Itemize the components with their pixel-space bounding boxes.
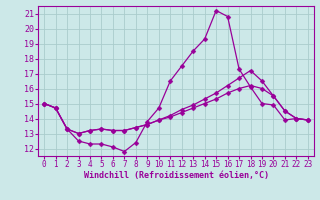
X-axis label: Windchill (Refroidissement éolien,°C): Windchill (Refroidissement éolien,°C) [84, 171, 268, 180]
